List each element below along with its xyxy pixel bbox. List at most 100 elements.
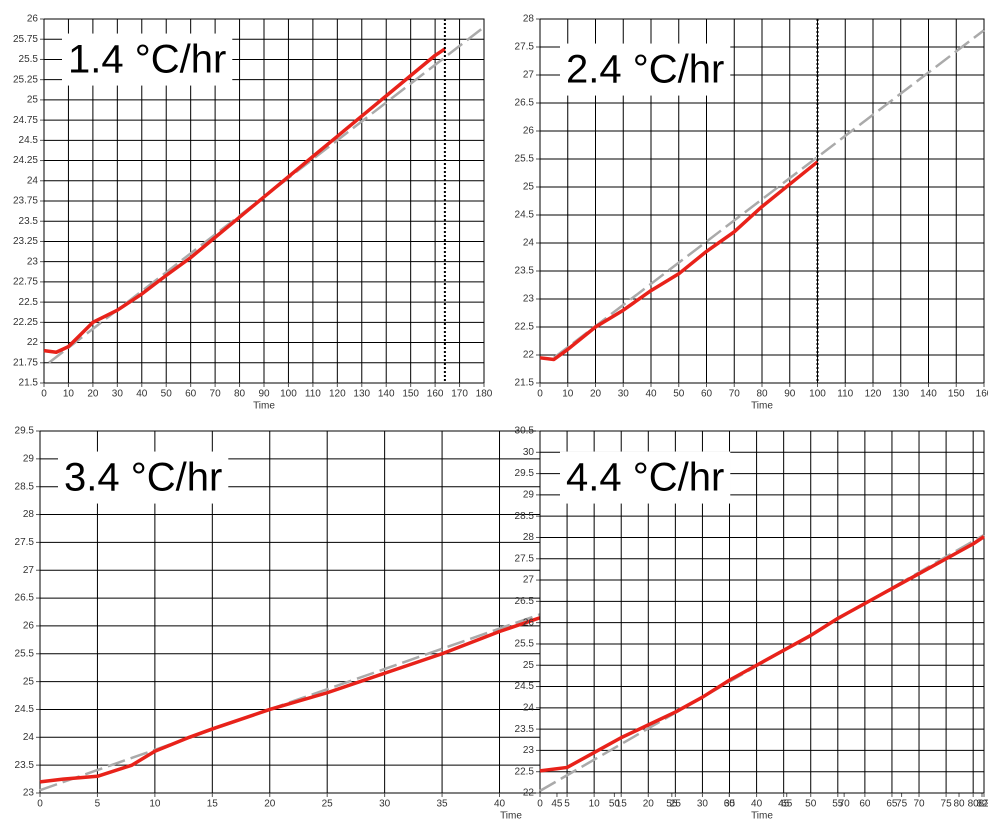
y-tick-label: 30: [523, 447, 535, 458]
annotation: 3.4 °C/hr: [64, 456, 222, 500]
x-tick-label: 0: [537, 389, 543, 400]
y-tick-label: 21.75: [13, 357, 38, 368]
x-tick-label: 40: [645, 389, 657, 400]
x-tick-label: 15: [616, 799, 628, 810]
y-tick-label: 22: [523, 350, 535, 361]
x-tick-label: 140: [920, 389, 937, 400]
y-tick-label: 23.5: [515, 724, 535, 735]
x-tick-label: 50: [161, 389, 173, 400]
y-tick-label: 27: [23, 565, 35, 576]
y-tick-label: 23: [523, 745, 535, 756]
y-tick-label: 25.25: [13, 74, 38, 85]
x-axis-label: Time: [500, 811, 522, 822]
x-tick-label: 90: [258, 389, 270, 400]
x-tick-label: 35: [437, 799, 449, 810]
y-tick-label: 28: [23, 509, 35, 520]
x-tick-label: 15: [207, 799, 219, 810]
y-tick-label: 26: [523, 126, 535, 137]
y-tick-label: 22.25: [13, 317, 38, 328]
x-tick-label: 160: [427, 389, 444, 400]
x-tick-label: 75: [896, 799, 908, 810]
x-tick-label: 20: [264, 799, 276, 810]
x-tick-label: 130: [353, 389, 370, 400]
y-tick-label: 23.5: [515, 266, 535, 277]
x-tick-label: 60: [185, 389, 197, 400]
x-tick-label: 40: [136, 389, 148, 400]
x-tick-label: 20: [643, 799, 655, 810]
y-tick-label: 23.5: [15, 760, 35, 771]
y-tick-label: 29: [523, 490, 535, 501]
x-tick-label: 110: [837, 389, 853, 400]
annotation-box: [560, 43, 731, 96]
y-tick-label: 24.5: [15, 704, 35, 715]
x-tick-label: 0: [41, 389, 47, 400]
y-tick-label: 24: [23, 732, 35, 743]
chart: 22 22.5 23 23.5 24 24.5 25 25.5 26 26.5 27 27.5 28 28…: [515, 426, 988, 822]
x-tick-label: 70: [913, 799, 925, 810]
y-tick-label: 27.5: [15, 537, 35, 548]
x-tick-label: 40: [494, 799, 506, 810]
x-tick-label: 0: [37, 799, 43, 810]
y-tick-label: 23: [27, 256, 39, 267]
y-tick-label: 27.5: [515, 42, 535, 53]
x-tick-label: 120: [329, 389, 346, 400]
data-line: [539, 160, 819, 362]
y-tick-label: 25.5: [515, 154, 535, 165]
x-tick-label: 160: [976, 389, 988, 400]
y-tick-label: 26: [23, 621, 35, 632]
x-tick-label: 70: [839, 799, 851, 810]
y-tick-label: 23: [523, 294, 535, 305]
x-tick-label: 65: [781, 799, 793, 810]
x-tick-label: 80: [968, 799, 980, 810]
x-tick-label: 30: [618, 389, 630, 400]
y-tick-label: 28.5: [515, 511, 535, 522]
x-tick-label: 55: [832, 799, 844, 810]
y-tick-label: 24.5: [515, 681, 535, 692]
y-tick-label: 28.5: [15, 481, 35, 492]
y-tick-label: 24.5: [515, 210, 535, 221]
x-tick-label: 35: [724, 799, 736, 810]
x-tick-label: 10: [149, 799, 161, 810]
x-tick-label: 60: [701, 389, 713, 400]
y-tick-label: 22: [27, 337, 39, 348]
y-tick-label: 23.5: [19, 216, 39, 227]
x-tick-label: 40: [751, 799, 763, 810]
y-tick-label: 23.75: [13, 196, 38, 207]
x-tick-label: 30: [379, 799, 391, 810]
y-tick-label: 27: [523, 70, 535, 81]
y-tick-label: 22.5: [19, 297, 39, 308]
x-tick-label: 100: [280, 389, 297, 400]
x-tick-label: 75: [941, 799, 953, 810]
x-tick-label: 50: [673, 389, 685, 400]
x-tick-label: 60: [859, 799, 871, 810]
y-tick-label: 22.5: [515, 766, 535, 777]
y-tick-label: 29.5: [515, 468, 535, 479]
x-tick-label: 20: [590, 389, 602, 400]
x-tick-label: 25: [322, 799, 334, 810]
x-tick-label: 170: [451, 389, 468, 400]
annotation: 1.4 °C/hr: [68, 38, 226, 82]
y-tick-label: 26: [523, 617, 535, 628]
x-axis-label: Time: [253, 401, 275, 412]
y-tick-label: 25.5: [15, 648, 35, 659]
x-axis-label: Time: [751, 401, 773, 412]
y-tick-label: 25: [523, 182, 535, 193]
x-tick-label: 45: [778, 799, 790, 810]
y-tick-label: 24: [27, 175, 39, 186]
y-tick-label: 25: [27, 95, 39, 106]
x-tick-label: 0: [537, 799, 543, 810]
x-tick-label: 120: [865, 389, 882, 400]
x-tick-label: 180: [476, 389, 493, 400]
y-tick-label: 24: [523, 702, 535, 713]
y-tick-label: 26.5: [515, 98, 535, 109]
x-tick-label: 70: [210, 389, 222, 400]
fit-line: [553, 29, 985, 359]
x-tick-label: 80: [234, 389, 246, 400]
x-tick-label: 20: [87, 389, 99, 400]
y-tick-label: 25: [523, 660, 535, 671]
y-tick-label: 22.75: [13, 277, 38, 288]
x-tick-label: 45: [551, 799, 563, 810]
x-tick-label: 150: [948, 389, 965, 400]
x-tick-label: 150: [402, 389, 419, 400]
